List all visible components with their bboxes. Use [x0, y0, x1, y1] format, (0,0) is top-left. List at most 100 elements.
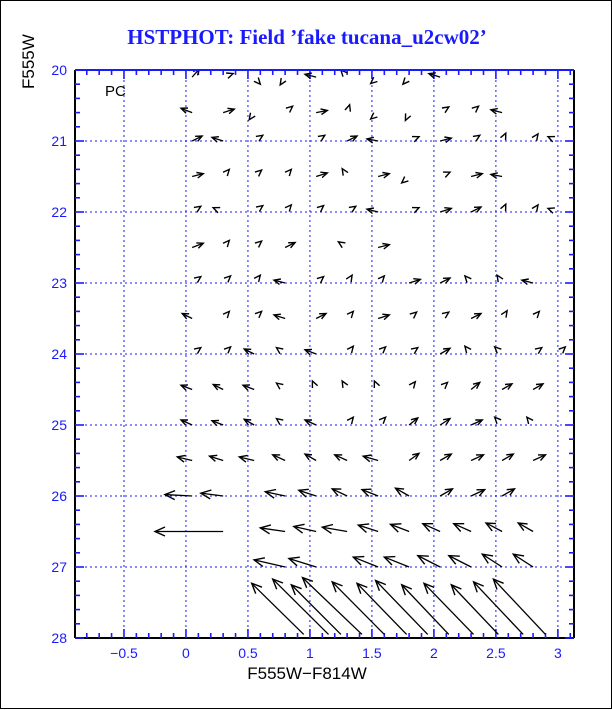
arrow-shaft	[260, 527, 286, 533]
arrow-head	[303, 453, 313, 461]
arrow-shaft	[512, 553, 534, 568]
vector-arrow	[378, 415, 387, 425]
arrow-head	[193, 275, 203, 284]
vector-arrow	[237, 454, 255, 463]
arrow-shaft	[375, 580, 429, 635]
arrow-head	[388, 523, 402, 533]
vector-arrow	[441, 311, 451, 319]
vector-arrow	[408, 380, 417, 389]
vector-arrow	[271, 454, 286, 462]
arrow-shaft	[470, 312, 482, 320]
arrow-head	[444, 488, 454, 496]
arrow-shaft	[315, 172, 328, 178]
arrow-head	[252, 557, 266, 568]
arrow-head	[253, 77, 262, 86]
arrow-head	[316, 275, 325, 284]
arrow-head	[341, 379, 349, 388]
vector-arrow	[211, 383, 224, 391]
arrow-shaft	[273, 314, 286, 320]
vector-arrow	[511, 553, 534, 568]
arrow-head	[346, 310, 355, 319]
vector-arrow	[382, 555, 410, 568]
arrow-head	[441, 311, 451, 319]
vector-arrow	[369, 76, 378, 85]
vector-arrow	[253, 273, 262, 283]
arrow-head	[292, 523, 305, 534]
arrow-shaft	[501, 453, 514, 462]
vector-arrow	[411, 135, 421, 143]
arrow-shaft	[191, 71, 199, 78]
arrow-head	[444, 207, 453, 214]
arrow-head	[241, 384, 251, 391]
vector-arrow	[210, 136, 224, 143]
arrow-shaft	[251, 582, 305, 635]
arrow-shaft	[470, 381, 481, 391]
arrow-head	[532, 310, 541, 319]
arrow-shaft	[331, 581, 385, 635]
arrow-head	[301, 576, 314, 589]
vector-arrow	[373, 379, 381, 389]
vector-arrow	[500, 202, 507, 212]
arrow-head	[355, 582, 368, 594]
vector-arrow	[254, 239, 263, 248]
vector-arrow	[356, 523, 379, 534]
arrow-head	[472, 381, 482, 390]
vector-arrow	[250, 582, 305, 635]
arrow-head	[223, 345, 232, 354]
arrow-head	[412, 452, 421, 460]
arrow-head	[275, 417, 284, 426]
arrow-head	[382, 171, 391, 179]
vector-arrow	[284, 241, 297, 249]
arrow-head	[500, 309, 509, 318]
arrow-head	[210, 136, 219, 143]
arrow-shaft	[377, 173, 390, 178]
vector-arrow	[320, 523, 348, 534]
arrow-head	[493, 345, 502, 354]
vector-arrow	[489, 107, 503, 115]
vector-arrow	[501, 488, 516, 497]
arrow-head	[287, 556, 300, 567]
vector-arrow	[480, 553, 503, 568]
vector-arrow	[558, 345, 567, 354]
arrow-head	[285, 105, 294, 113]
arrow-head	[319, 312, 328, 320]
vector-arrow	[470, 488, 487, 497]
arrow-shaft	[356, 582, 408, 635]
vector-arrow	[346, 344, 355, 354]
arrow-head	[401, 77, 410, 86]
arrow-shaft	[363, 455, 379, 462]
vector-arrow	[336, 240, 346, 249]
arrow-head	[192, 71, 200, 76]
vector-arrow	[355, 582, 408, 635]
vector-arrow	[311, 379, 319, 388]
vector-arrow	[439, 347, 452, 355]
arrow-head	[199, 489, 212, 500]
vector-arrow	[439, 136, 453, 144]
tick-labels: −0.5 0 0.5 1 1.5 2 2.5 3 20 21 22 23 24 25 26 27 28	[51, 62, 562, 661]
arrow-shaft	[284, 241, 296, 249]
arrow-shaft	[470, 206, 482, 213]
vector-arrow	[409, 310, 418, 319]
arrow-head	[195, 135, 204, 142]
arrow-head	[348, 205, 358, 213]
arrow-head	[196, 171, 205, 179]
vector-arrow	[421, 523, 441, 533]
vector-arrow	[223, 345, 232, 354]
page-title: HSTPHOT: Field ’fake tucana_u2cw02’	[127, 25, 487, 49]
arrow-head	[473, 206, 483, 213]
vector-arrow	[470, 171, 484, 179]
arrow-shaft	[428, 72, 441, 78]
vector-arrow	[439, 417, 452, 426]
vector-arrow	[400, 583, 450, 635]
vector-arrow	[330, 580, 385, 635]
arrow-shaft	[473, 581, 524, 635]
arrow-head	[413, 278, 422, 285]
arrow-shaft	[315, 312, 327, 320]
vector-arrow	[179, 384, 193, 391]
vector-arrow	[222, 107, 236, 115]
vector-arrow	[301, 576, 363, 635]
vector-arrow	[341, 167, 349, 176]
arrow-head	[421, 523, 434, 532]
